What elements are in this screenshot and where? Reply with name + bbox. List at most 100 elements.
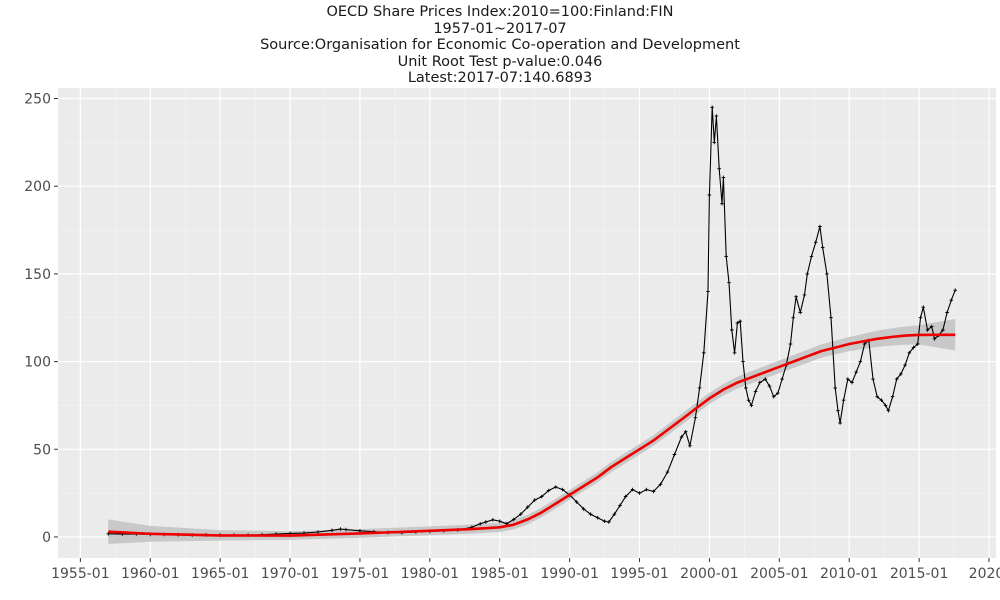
trend-confidence-band	[108, 319, 956, 544]
data-point	[478, 522, 482, 526]
data-point	[818, 224, 822, 229]
data-point	[595, 515, 600, 520]
x-tick-label: 2000-01	[680, 566, 739, 582]
data-point	[862, 342, 867, 346]
data-point	[771, 394, 776, 399]
data-point	[883, 403, 888, 408]
data-point	[850, 380, 854, 385]
x-tick-label: 2005-01	[750, 566, 809, 582]
chart-unit-root-test: Unit Root Test p-value:0.046	[397, 53, 603, 70]
y-tick-label: 0	[42, 530, 51, 546]
data-point	[602, 519, 607, 523]
data-point	[525, 505, 530, 509]
x-tick-label: 2010-01	[820, 566, 879, 582]
data-point	[588, 512, 593, 516]
data-point	[546, 488, 551, 493]
y-tick-label: 200	[24, 179, 51, 195]
data-point	[925, 328, 930, 332]
data-point	[903, 363, 907, 367]
data-point	[484, 520, 488, 524]
data-point	[630, 487, 635, 492]
data-point	[890, 394, 895, 399]
x-tick-label: 1970-01	[261, 566, 320, 582]
data-point	[688, 444, 692, 448]
data-point	[820, 245, 825, 250]
x-tick-label: 1980-01	[401, 566, 460, 582]
data-point	[746, 398, 751, 402]
data-point	[798, 310, 803, 315]
x-tick-label: 1985-01	[470, 566, 529, 582]
data-point	[953, 288, 957, 292]
data-point	[316, 530, 320, 534]
data-point	[945, 310, 949, 315]
data-point	[623, 494, 628, 499]
data-point	[727, 280, 731, 285]
data-point	[915, 342, 920, 346]
data-point	[780, 377, 784, 381]
data-point	[753, 389, 758, 394]
data-point	[805, 272, 810, 276]
data-point	[825, 272, 829, 276]
data-point	[871, 377, 875, 381]
data-point	[802, 293, 807, 297]
data-point	[672, 452, 677, 457]
data-point	[879, 398, 884, 402]
plot-panel	[58, 88, 996, 558]
data-point	[358, 529, 362, 533]
data-point	[833, 386, 837, 390]
trend-line	[108, 333, 956, 537]
data-point	[344, 527, 348, 532]
data-point	[707, 193, 712, 197]
data-point	[886, 408, 891, 413]
data-point	[717, 166, 721, 171]
data-point	[697, 386, 702, 390]
data-point	[744, 386, 748, 390]
data-point	[644, 487, 649, 492]
chart-date-range: 1957-01~2017-07	[433, 20, 567, 37]
x-tick-label: 1965-01	[191, 566, 250, 582]
data-point	[574, 500, 579, 504]
data-point	[539, 494, 544, 499]
data-point	[749, 403, 754, 408]
data-point	[794, 294, 798, 299]
data-point	[532, 498, 537, 502]
data-point	[907, 351, 912, 355]
data-point	[612, 512, 617, 516]
data-point	[693, 415, 698, 420]
axis-layer: 1955-01 1960-01 1965-01 1970-01 1975-01 1980-…	[24, 92, 1000, 582]
data-point	[497, 519, 502, 523]
y-tick-label: 150	[24, 267, 51, 283]
data-point	[683, 429, 688, 434]
data-point	[712, 140, 717, 145]
data-point	[894, 377, 899, 381]
data-point	[854, 370, 858, 374]
data-point	[714, 114, 719, 118]
data-point	[813, 240, 818, 245]
data-point	[758, 380, 762, 385]
data-point	[829, 315, 833, 320]
data-point	[338, 527, 343, 531]
data-point	[724, 254, 728, 259]
data-point	[741, 359, 745, 364]
data-point	[809, 254, 814, 259]
trend-line-layer	[108, 333, 956, 537]
data-point	[658, 482, 663, 487]
data-point	[679, 435, 684, 439]
data-point	[838, 421, 842, 425]
confidence-band-layer	[108, 319, 956, 544]
data-point	[491, 518, 495, 522]
data-point	[899, 372, 903, 376]
data-point	[330, 528, 334, 533]
data-point	[665, 470, 670, 474]
x-tick-label: 1995-01	[610, 566, 669, 582]
data-point	[721, 175, 726, 180]
data-point	[720, 201, 724, 206]
y-tick-label: 250	[24, 92, 51, 108]
data-point	[738, 319, 742, 323]
y-tick-label: 50	[33, 442, 51, 458]
x-tick-label: 1975-01	[331, 566, 390, 582]
data-point	[836, 408, 840, 413]
x-tick-label: 1955-01	[51, 566, 110, 582]
